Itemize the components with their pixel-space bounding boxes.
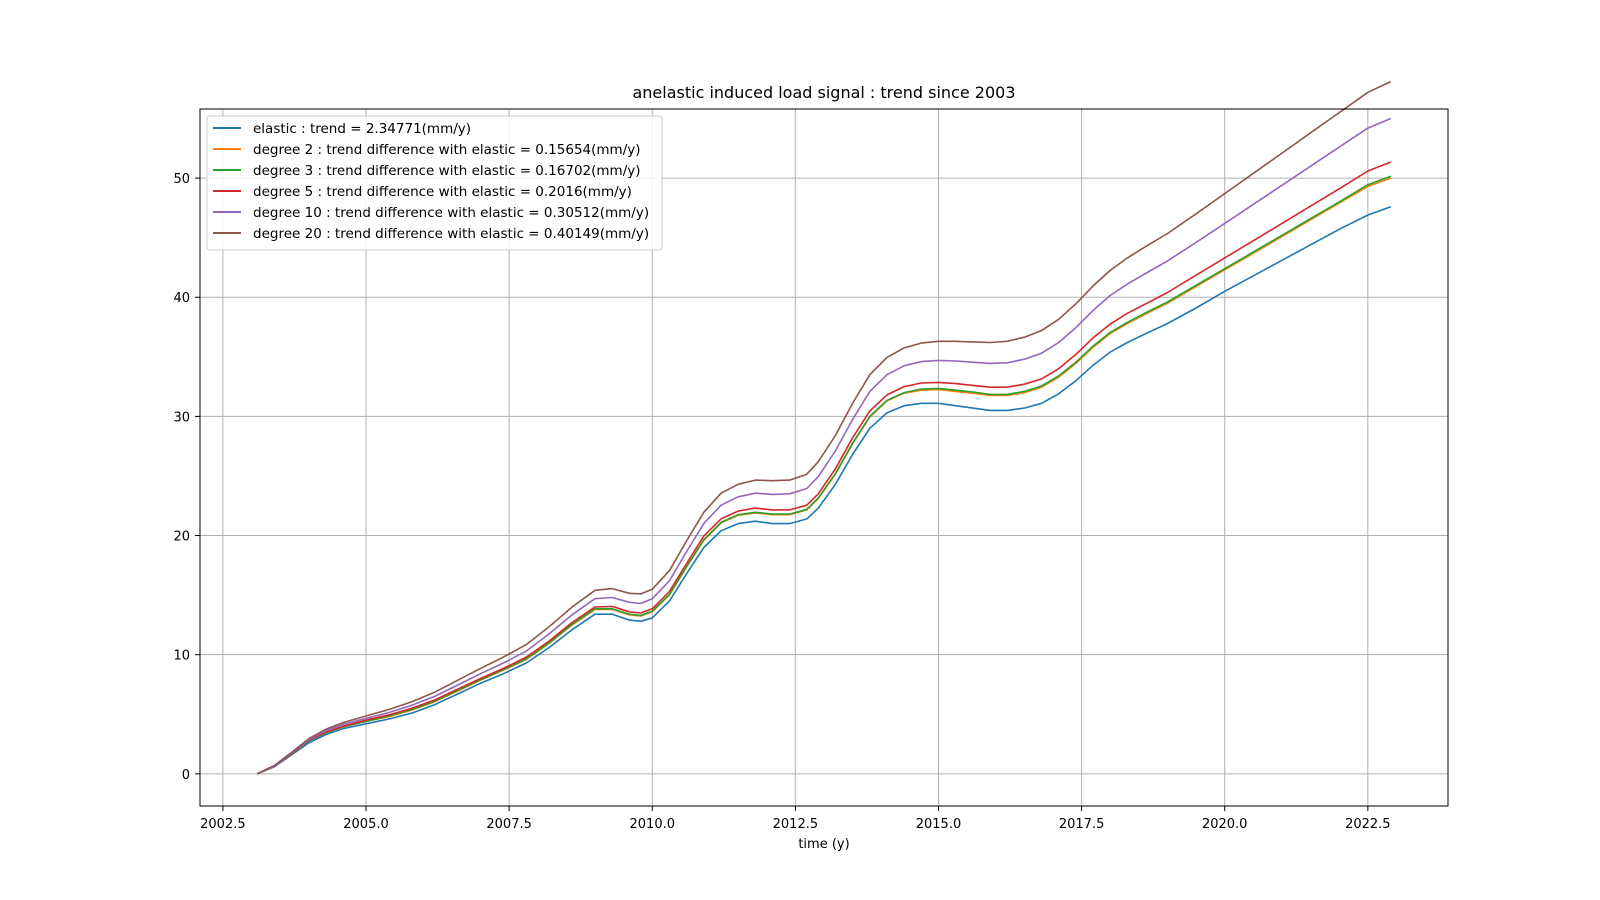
y-tick-label: 20 <box>173 530 190 545</box>
y-tick-label: 40 <box>173 291 190 306</box>
x-tick-label: 2022.5 <box>1345 817 1391 832</box>
y-tick-label: 0 <box>182 768 190 783</box>
x-tick-label: 2020.0 <box>1202 817 1248 832</box>
legend-entry: degree 3 : trend difference with elastic… <box>253 163 641 179</box>
x-tick-label: 2007.5 <box>486 817 532 832</box>
x-tick-label: 2012.5 <box>773 817 819 832</box>
series-line-3 <box>256 161 1392 775</box>
grid-lines <box>200 109 1448 806</box>
legend-entry: degree 2 : trend difference with elastic… <box>253 142 641 158</box>
x-tick-label: 2002.5 <box>200 817 246 832</box>
chart-title: anelastic induced load signal : trend si… <box>632 83 1015 102</box>
x-axis-ticks: 2002.5 2005.0 2007.5 2010.0 2012.5 2015.0 2017… <box>200 806 1391 832</box>
series-line-1 <box>256 177 1392 775</box>
plot-frame <box>199 108 1449 807</box>
legend-box <box>206 115 663 251</box>
series-line-2 <box>256 175 1392 775</box>
y-tick-label: 50 <box>173 172 190 187</box>
legend-entry: degree 5 : trend difference with elastic… <box>253 184 632 200</box>
x-tick-label: 2010.0 <box>630 817 676 832</box>
series-line-0 <box>256 205 1392 775</box>
series-line-5 <box>256 80 1392 775</box>
y-axis-ticks: 0 10 20 30 40 50 <box>173 172 200 783</box>
legend-entry: elastic : trend = 2.34771(mm/y) <box>253 121 471 137</box>
series-line-4 <box>256 117 1392 775</box>
x-tick-label: 2017.5 <box>1059 817 1105 832</box>
legend-entry: degree 20 : trend difference with elasti… <box>253 226 649 242</box>
x-tick-label: 2005.0 <box>343 817 389 832</box>
x-axis-label: time (y) <box>798 837 849 852</box>
legend: elastic : trend = 2.34771(mm/y) degree 2 … <box>206 115 663 251</box>
series-layer <box>256 80 1392 775</box>
y-tick-label: 30 <box>173 410 190 425</box>
y-tick-label: 10 <box>173 649 190 664</box>
x-tick-label: 2015.0 <box>916 817 962 832</box>
legend-entry: degree 10 : trend difference with elasti… <box>253 205 649 221</box>
